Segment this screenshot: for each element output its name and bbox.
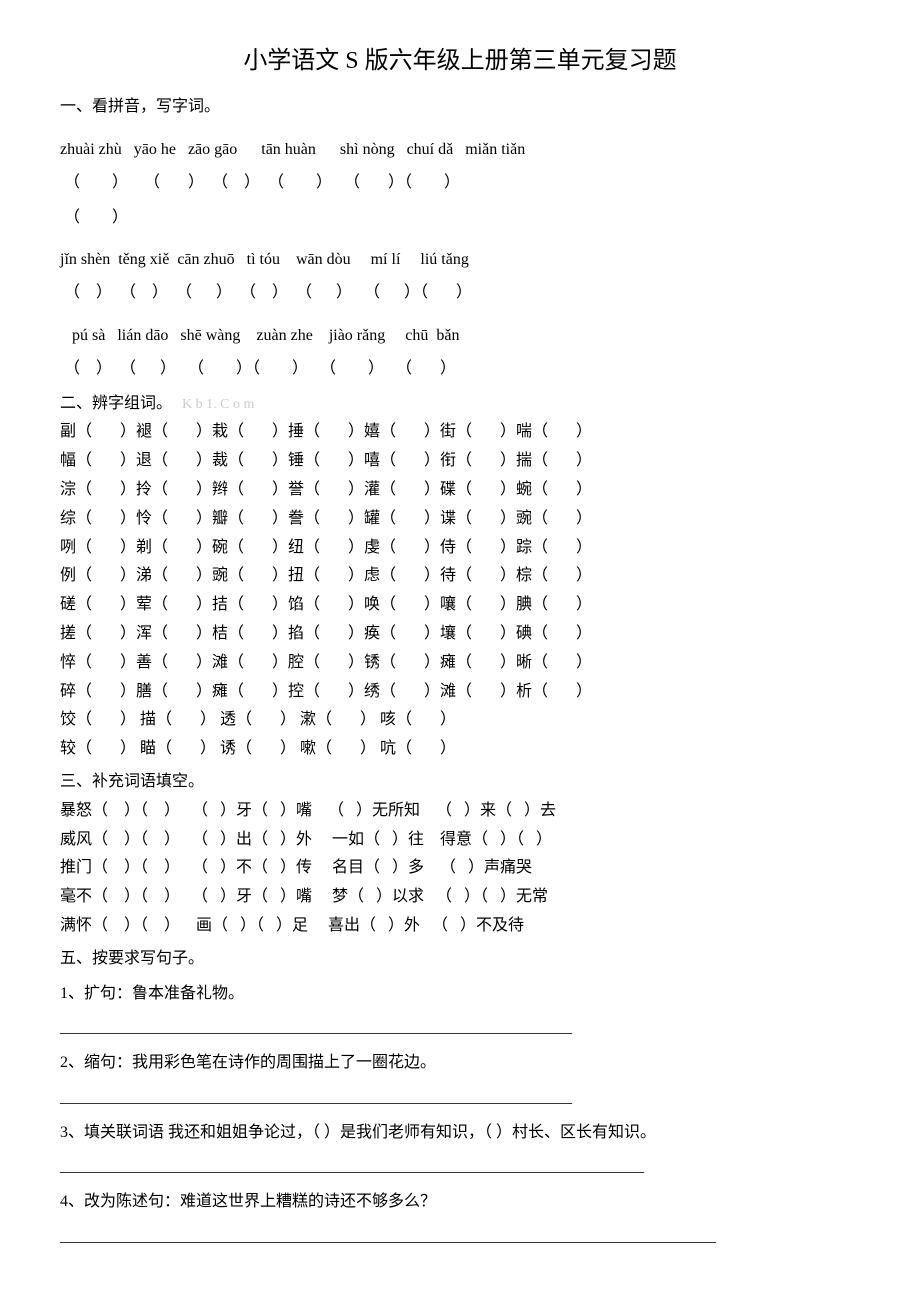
paren-row-2: （ ） （ ） （ ） （ ） （ ） （ ）（ ） bbox=[60, 279, 860, 308]
pinyin-row-1: zhuài zhù yāo he zāo gāo tān huàn shì nò… bbox=[60, 136, 860, 165]
question-4: 4、改为陈述句：难道这世界上糟糕的诗还不够多么？ bbox=[60, 1188, 860, 1217]
section2-row: 副（ ）褪（ ）栽（ ）捶（ ）嬉（ ）街（ ）喘（ ） bbox=[60, 418, 860, 447]
section2-row: 咧（ ）剃（ ）碗（ ）纽（ ）虔（ ）侍（ ）踪（ ） bbox=[60, 534, 860, 563]
watermark-text: K b 1. C o m bbox=[182, 397, 254, 412]
section2-row: 较（ ） 瞄（ ） 诱（ ） 嗽（ ） 吭（ ） bbox=[60, 735, 860, 764]
section1-head: 一、看拼音，写字词。 bbox=[60, 93, 860, 122]
question-2: 2、缩句：我用彩色笔在诗作的周围描上了一圈花边。 bbox=[60, 1049, 860, 1078]
blank-line-2: ________________________________________… bbox=[60, 1084, 860, 1113]
blank-line-3: ________________________________________… bbox=[60, 1153, 860, 1182]
section2-row: 悴（ ）善（ ）滩（ ）腔（ ）锈（ ）瘫（ ）晰（ ） bbox=[60, 649, 860, 678]
section3-rows: 暴怒（ ）（ ） （ ）牙（ ）嘴 （ ）无所知 （ ）来（ ）去威风（ ）（ … bbox=[60, 797, 860, 941]
section3-head: 三、补充词语填空。 bbox=[60, 768, 860, 797]
section3-row: 推门（ ）（ ） （ ）不（ ）传 名目（ ）多 （ ）声痛哭 bbox=[60, 854, 860, 883]
pinyin-row-3: pú sà lián dāo shē wàng zuàn zhe jiào rǎ… bbox=[60, 322, 860, 351]
section2-row: 综（ ）怜（ ）瓣（ ）誊（ ）罐（ ）谍（ ）豌（ ） bbox=[60, 505, 860, 534]
pinyin-row-2: jǐn shèn těng xiě cān zhuō tì tóu wān dò… bbox=[60, 246, 860, 275]
page-title: 小学语文 S 版六年级上册第三单元复习题 bbox=[60, 40, 860, 83]
section2-row: 幅（ ）退（ ）裁（ ）锤（ ）嘻（ ）衔（ ）揣（ ） bbox=[60, 447, 860, 476]
section2-row: 淙（ ）拎（ ）辫（ ）誉（ ）灌（ ）碟（ ）蜿（ ） bbox=[60, 476, 860, 505]
section2-head-text: 二、辨字组词。 bbox=[60, 395, 172, 412]
blank-line-4: ________________________________________… bbox=[60, 1223, 860, 1252]
section3-row: 满怀（ ）（ ） 画（ ）（ ）足 喜出（ ）外 （ ）不及待 bbox=[60, 912, 860, 941]
paren-row-1b: （ ） bbox=[60, 204, 860, 233]
paren-row-3: （ ） （ ） （ ）（ ） （ ） （ ） bbox=[60, 355, 860, 384]
section5-head: 五、按要求写句子。 bbox=[60, 945, 860, 974]
section3-row: 毫不（ ）（ ） （ ）牙（ ）嘴 梦（ ）以求 （ ）（ ）无常 bbox=[60, 883, 860, 912]
section3-row: 暴怒（ ）（ ） （ ）牙（ ）嘴 （ ）无所知 （ ）来（ ）去 bbox=[60, 797, 860, 826]
section2-row: 磋（ ）荤（ ）拮（ ）馅（ ）唤（ ）嚷（ ）腆（ ） bbox=[60, 591, 860, 620]
section2-rows: 副（ ）褪（ ）栽（ ）捶（ ）嬉（ ）街（ ）喘（ ）幅（ ）退（ ）裁（ ）… bbox=[60, 418, 860, 764]
section2-row: 搓（ ）浑（ ）桔（ ）掐（ ）痪（ ）壤（ ）碘（ ） bbox=[60, 620, 860, 649]
section2-row: 例（ ）涕（ ）豌（ ）扭（ ）虑（ ）待（ ）棕（ ） bbox=[60, 562, 860, 591]
question-3: 3、填关联词语 我还和姐姐争论过，（ ）是我们老师有知识，（ ）村长、区长有知识… bbox=[60, 1119, 860, 1148]
section2-row: 饺（ ） 描（ ） 透（ ） 漱（ ） 咳（ ） bbox=[60, 706, 860, 735]
section2-head: 二、辨字组词。 K b 1. C o m bbox=[60, 390, 860, 419]
paren-row-1a: （ ） （ ） （ ） （ ） （ ）（ ） bbox=[60, 169, 860, 198]
section2-row: 碎（ ）膳（ ）瘫（ ）控（ ）绣（ ）滩（ ）析（ ） bbox=[60, 678, 860, 707]
blank-line-1: ________________________________________… bbox=[60, 1014, 860, 1043]
section3-row: 威风（ ）（ ） （ ）出（ ）外 一如（ ）往 得意（ ）（ ） bbox=[60, 826, 860, 855]
question-1: 1、扩句：鲁本准备礼物。 bbox=[60, 980, 860, 1009]
